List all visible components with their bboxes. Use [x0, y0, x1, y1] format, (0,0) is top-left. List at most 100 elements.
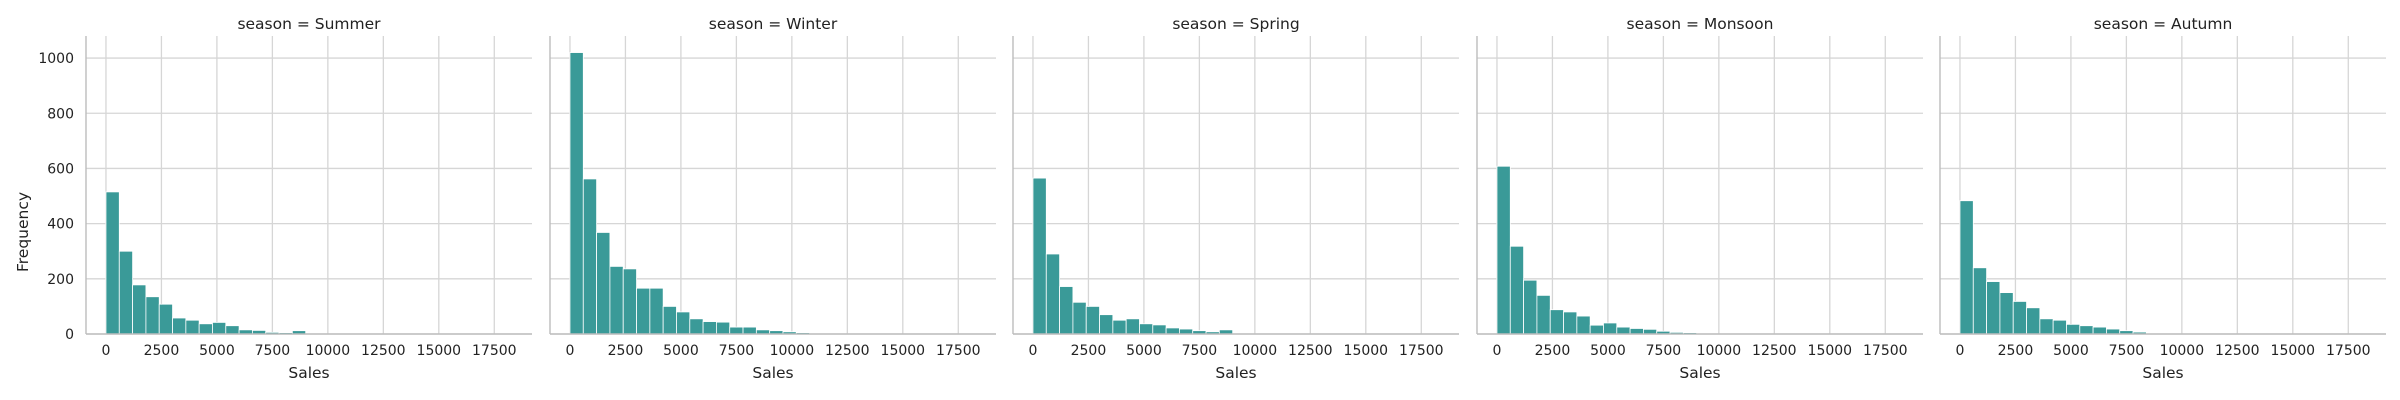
histogram-bar: [158, 303, 173, 335]
facet-title: season = Autumn: [2094, 15, 2233, 33]
x-tick-label: 10000: [2160, 343, 2205, 359]
x-axis-title: Sales: [1215, 364, 1256, 382]
x-tick-label: 15000: [2271, 343, 2316, 359]
histogram-bar: [582, 178, 597, 335]
histogram-bar: [1059, 286, 1074, 335]
histogram-bar: [1509, 245, 1524, 335]
histogram-bar: [198, 323, 213, 335]
histogram-bar: [1179, 328, 1194, 335]
facet-title: season = Summer: [237, 15, 381, 33]
histogram-bar: [1496, 165, 1511, 335]
x-tick-label: 0: [1956, 343, 1965, 359]
histogram-bar: [2052, 319, 2067, 335]
x-tick-label: 12500: [361, 343, 406, 359]
histogram-bar: [662, 306, 677, 335]
y-tick-label: 1000: [38, 51, 74, 67]
histogram-bar: [1643, 328, 1658, 335]
x-tick-label: 17500: [936, 343, 981, 359]
histogram-bar: [105, 191, 120, 335]
histogram-bar: [596, 232, 611, 335]
histogram-bar: [1549, 309, 1564, 335]
x-tick-label: 17500: [1399, 343, 1444, 359]
x-tick-label: 2500: [608, 343, 644, 359]
x-tick-label: 5000: [199, 343, 235, 359]
x-tick-label: 5000: [1126, 343, 1162, 359]
x-tick-label: 10000: [770, 343, 815, 359]
histogram-bar: [1563, 311, 1578, 335]
histogram-bar: [1589, 324, 1604, 335]
histogram-bar: [622, 268, 637, 335]
histogram-bar: [2092, 326, 2107, 335]
x-tick-label: 10000: [1697, 343, 1742, 359]
x-tick-label: 7500: [1646, 343, 1682, 359]
x-axis-title: Sales: [2142, 364, 2183, 382]
facet-title: season = Monsoon: [1627, 15, 1774, 33]
histogram-bar: [1152, 324, 1167, 335]
facet-title: season = Spring: [1172, 15, 1299, 33]
histogram-bar: [1603, 322, 1618, 335]
x-axis-title: Sales: [1679, 364, 1720, 382]
histogram-bar: [609, 265, 624, 335]
histogram-bar: [1085, 306, 1100, 335]
histogram-bar: [185, 319, 200, 335]
x-tick-label: 0: [1493, 343, 1502, 359]
histogram-bar: [2079, 325, 2094, 335]
y-tick-label: 800: [47, 106, 74, 122]
histogram-bar: [1986, 281, 2001, 335]
x-tick-label: 7500: [255, 343, 291, 359]
histogram-bar: [2012, 301, 2027, 335]
x-tick-label: 2500: [1998, 343, 2034, 359]
x-tick-label: 17500: [2326, 343, 2371, 359]
histogram-bar: [702, 321, 717, 335]
x-tick-label: 17500: [1863, 343, 1908, 359]
facet-panel-0: 0 2500 5000 7500 10000 12500 15000 17500 0 200 400…: [38, 15, 532, 382]
histogram-bar: [1999, 292, 2014, 335]
histogram-bar: [1576, 315, 1591, 335]
x-tick-label: 12500: [2215, 343, 2260, 359]
x-tick-label: 7500: [719, 343, 755, 359]
histogram-bar: [729, 326, 744, 335]
histogram-bar: [172, 317, 187, 335]
histogram-bar: [716, 321, 731, 335]
histogram-bar: [132, 284, 147, 335]
facet-panel-3: 0 2500 5000 7500 10000 12500 15000 17500 Sales se…: [1476, 15, 1923, 382]
y-axis-title: Frequency: [14, 192, 32, 272]
histogram-bar: [1165, 327, 1180, 335]
x-tick-label: 5000: [663, 343, 699, 359]
histogram-bar: [1629, 328, 1644, 335]
histogram-bar: [569, 52, 584, 335]
x-tick-label: 10000: [1233, 343, 1278, 359]
histogram-bar: [689, 318, 704, 335]
panels-layer: 0 2500 5000 7500 10000 12500 15000 175000200400…: [38, 15, 2386, 382]
histogram-bar: [1972, 267, 1987, 335]
histogram-bar: [1072, 301, 1087, 335]
histogram-bar: [212, 322, 227, 335]
y-tick-label: 0: [65, 327, 74, 343]
histogram-bar: [1959, 200, 1974, 335]
histogram-bar: [1139, 323, 1154, 335]
x-axis-title: Sales: [752, 364, 793, 382]
x-tick-label: 12500: [1752, 343, 1797, 359]
facet-panel-4: 0 2500 5000 7500 10000 12500 15000 17500 Sales se…: [1939, 15, 2386, 382]
x-tick-label: 17500: [472, 343, 517, 359]
histogram-bar: [1125, 318, 1140, 335]
x-tick-label: 7500: [2109, 343, 2145, 359]
histogram-bar: [1536, 294, 1551, 335]
facet-panel-1: 0 2500 5000 7500 10000 12500 15000 17500 Sales se…: [549, 15, 996, 382]
histogram-bar: [1099, 314, 1114, 335]
histogram-bar: [145, 296, 160, 335]
histogram-bar: [2106, 328, 2121, 335]
y-tick-label: 200: [47, 272, 74, 288]
x-tick-label: 7500: [1182, 343, 1218, 359]
histogram-bar: [2039, 318, 2054, 335]
x-tick-label: 0: [1029, 343, 1038, 359]
x-tick-label: 0: [102, 343, 111, 359]
x-tick-label: 15000: [417, 343, 462, 359]
histogram-bar: [2026, 307, 2041, 335]
histogram-bar: [676, 311, 691, 335]
histogram-bar: [742, 326, 757, 335]
x-tick-label: 2500: [144, 343, 180, 359]
x-tick-label: 12500: [825, 343, 870, 359]
x-tick-label: 15000: [881, 343, 926, 359]
